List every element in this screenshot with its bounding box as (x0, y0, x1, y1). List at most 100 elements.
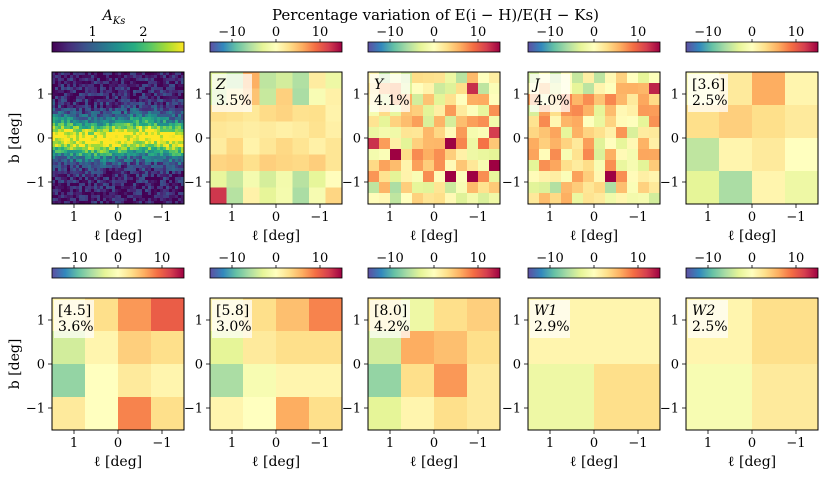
heatmap-cell (130, 138, 134, 142)
heatmap-cell (106, 108, 110, 112)
heatmap-cell (88, 153, 92, 157)
heatmap-cell (160, 141, 164, 145)
heatmap-cell (130, 177, 134, 181)
heatmap-cell (160, 96, 164, 100)
heatmap-cell (478, 182, 490, 194)
heatmap-cell (638, 171, 650, 183)
heatmap-cell (67, 168, 71, 172)
heatmap-cell (172, 177, 176, 181)
heatmap-cell (61, 84, 65, 88)
heatmap-cell (91, 201, 95, 205)
heatmap-cell (76, 171, 80, 175)
heatmap-cell (139, 99, 143, 103)
heatmap-cell (85, 150, 89, 154)
heatmap-cell (100, 201, 104, 205)
heatmap-cell (88, 117, 92, 121)
heatmap-cell (124, 153, 128, 157)
heatmap-cell (79, 174, 83, 178)
heatmap-cell (133, 186, 137, 190)
heatmap-cell (85, 129, 89, 133)
heatmap-cell (539, 171, 551, 183)
heatmap-cell (118, 84, 122, 88)
heatmap-cell (112, 129, 116, 133)
heatmap-cell (127, 177, 131, 181)
heatmap-cell (127, 129, 131, 133)
heatmap-cell (154, 177, 158, 181)
heatmap-cell (136, 189, 140, 193)
heatmap-cell (76, 78, 80, 82)
heatmap-cell (100, 162, 104, 166)
heatmap-cell (478, 105, 490, 117)
x-axis-label: ℓ [deg] (252, 228, 300, 244)
heatmap-cell (67, 120, 71, 124)
heatmap-cell (103, 192, 107, 196)
heatmap-cell (67, 180, 71, 184)
heatmap-cell (210, 171, 227, 188)
heatmap-cell (130, 117, 134, 121)
heatmap-cell (172, 153, 176, 157)
heatmap-cell (112, 78, 116, 82)
heatmap-cell (175, 108, 179, 112)
colorbar-36 (685, 41, 819, 53)
heatmap-cell (94, 192, 98, 196)
heatmap-cell (64, 150, 68, 154)
heatmap-cell (127, 138, 131, 142)
panel-label-box (212, 300, 252, 338)
colorbar-tick-label: 1 (88, 25, 96, 40)
heatmap-cell (445, 193, 457, 205)
heatmap-cell (55, 183, 59, 187)
heatmap-cell (55, 168, 59, 172)
heatmap-cell (91, 135, 95, 139)
heatmap-cell (118, 99, 122, 103)
heatmap-cell (133, 162, 137, 166)
heatmap-cell (55, 102, 59, 106)
heatmap-cell (160, 105, 164, 109)
heatmap-cell (175, 180, 179, 184)
y-tick-label: 0 (513, 132, 521, 147)
heatmap-cell (85, 111, 89, 115)
heatmap-cell (79, 165, 83, 169)
heatmap-cell (88, 144, 92, 148)
heatmap-cell (528, 171, 540, 183)
heatmap-cell (103, 72, 107, 76)
heatmap-cell (94, 123, 98, 127)
heatmap-cell (178, 165, 182, 169)
heatmap-cell (61, 96, 65, 100)
colorbar-tick-label: 0 (114, 251, 122, 266)
heatmap-cell (175, 168, 179, 172)
heatmap-cell (139, 198, 143, 202)
heatmap-cell (79, 120, 83, 124)
heatmap-cell (259, 154, 277, 172)
heatmap-cell (175, 129, 179, 133)
colorbar-y (367, 41, 501, 53)
heatmap-cell (133, 171, 137, 175)
heatmap-cell (88, 96, 92, 100)
heatmap-cell (79, 111, 83, 115)
heatmap-cell (73, 192, 77, 196)
heatmap-cell (163, 108, 167, 112)
x-tick-label: 0 (748, 436, 756, 451)
x-tick-label: −1 (468, 210, 487, 225)
heatmap-cell (157, 117, 161, 121)
heatmap-cell (118, 111, 122, 115)
heatmap-cell (103, 120, 107, 124)
heatmap-cell (157, 108, 161, 112)
heatmap-cell (130, 186, 134, 190)
heatmap-cell (169, 96, 173, 100)
heatmap-cell (157, 171, 161, 175)
heatmap-cell (91, 90, 95, 94)
heatmap-cell (106, 201, 110, 205)
heatmap-cell (136, 102, 140, 106)
heatmap-cell (163, 102, 167, 106)
heatmap-cell (124, 147, 128, 151)
heatmap-cell (561, 149, 573, 161)
heatmap-cell (118, 180, 122, 184)
heatmap-cell (148, 183, 152, 187)
heatmap-cell (172, 183, 176, 187)
heatmap-cell (133, 135, 137, 139)
heatmap-cell (100, 84, 104, 88)
heatmap-cell (103, 99, 107, 103)
heatmap-cell (649, 105, 661, 117)
heatmap-cell (127, 108, 131, 112)
heatmap-cell (58, 126, 62, 130)
